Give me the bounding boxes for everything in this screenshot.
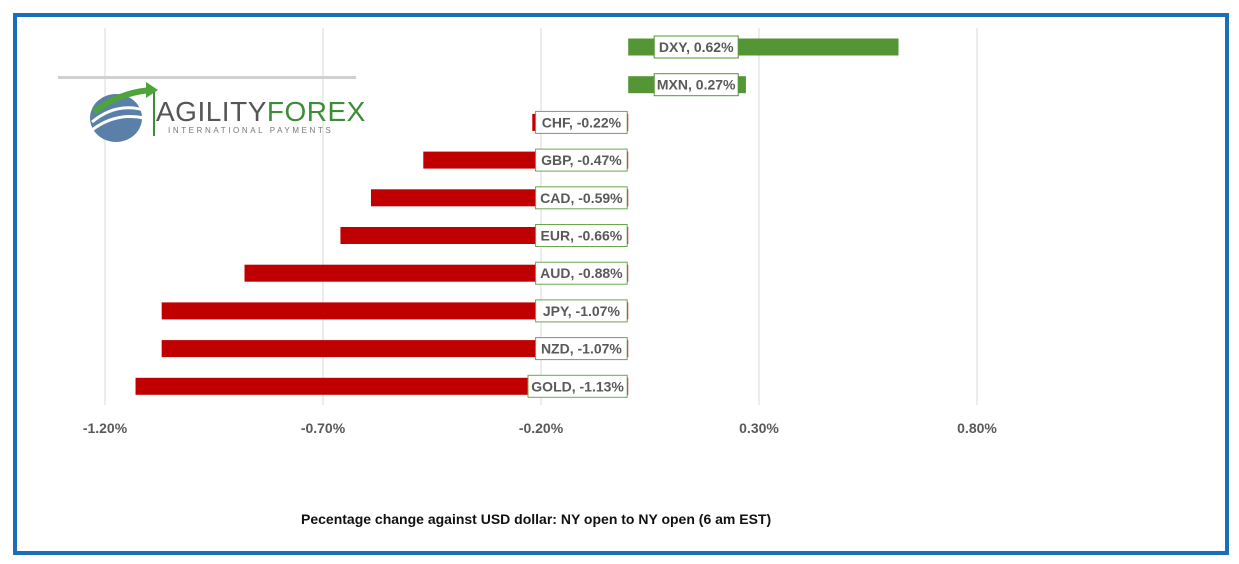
data-label-box bbox=[535, 148, 628, 172]
x-tick-label: -0.20% bbox=[519, 420, 564, 436]
data-label-box bbox=[535, 261, 628, 285]
x-tick-label: 0.30% bbox=[739, 420, 779, 436]
data-label-box bbox=[535, 224, 628, 247]
data-label: CHF, -0.22% bbox=[542, 114, 622, 130]
logo-wordmark: AGILITYFOREX bbox=[156, 96, 366, 128]
logo-brand-part1: AGILITY bbox=[156, 96, 267, 127]
logo-brand-part2: FOREX bbox=[266, 96, 366, 127]
data-label-box bbox=[527, 374, 628, 398]
logo-divider bbox=[58, 76, 356, 79]
data-label: AUD, -0.88% bbox=[540, 265, 623, 281]
data-label: CAD, -0.59% bbox=[540, 190, 623, 206]
data-label: GOLD, -1.13% bbox=[531, 378, 624, 394]
data-label-box bbox=[535, 337, 628, 361]
data-label-box bbox=[535, 110, 628, 134]
globe-arrow-icon bbox=[90, 82, 158, 142]
data-label: DXY, 0.62% bbox=[659, 39, 734, 55]
data-label-box bbox=[653, 73, 739, 97]
company-logo: AGILITYFOREX INTERNATIONAL PAYMENTS bbox=[58, 76, 365, 148]
x-axis-title: Pecentage change against USD dollar: NY … bbox=[301, 511, 772, 527]
x-tick-label: -1.20% bbox=[83, 420, 128, 436]
data-label: JPY, -1.07% bbox=[543, 303, 621, 319]
data-label: EUR, -0.66% bbox=[541, 228, 623, 244]
data-label-box bbox=[535, 186, 628, 210]
x-tick-label: 0.80% bbox=[957, 420, 997, 436]
x-tick-label: -0.70% bbox=[301, 420, 346, 436]
bar bbox=[244, 264, 629, 282]
logo-tagline: INTERNATIONAL PAYMENTS bbox=[168, 126, 334, 135]
data-label: GBP, -0.47% bbox=[541, 152, 622, 168]
data-label: NZD, -1.07% bbox=[541, 341, 622, 357]
logo-separator bbox=[153, 92, 155, 136]
data-label-box bbox=[653, 35, 739, 59]
bar bbox=[161, 340, 629, 358]
bar bbox=[135, 377, 629, 395]
data-label: MXN, 0.27% bbox=[657, 77, 736, 93]
data-label-box bbox=[535, 299, 628, 323]
bar bbox=[161, 302, 629, 320]
